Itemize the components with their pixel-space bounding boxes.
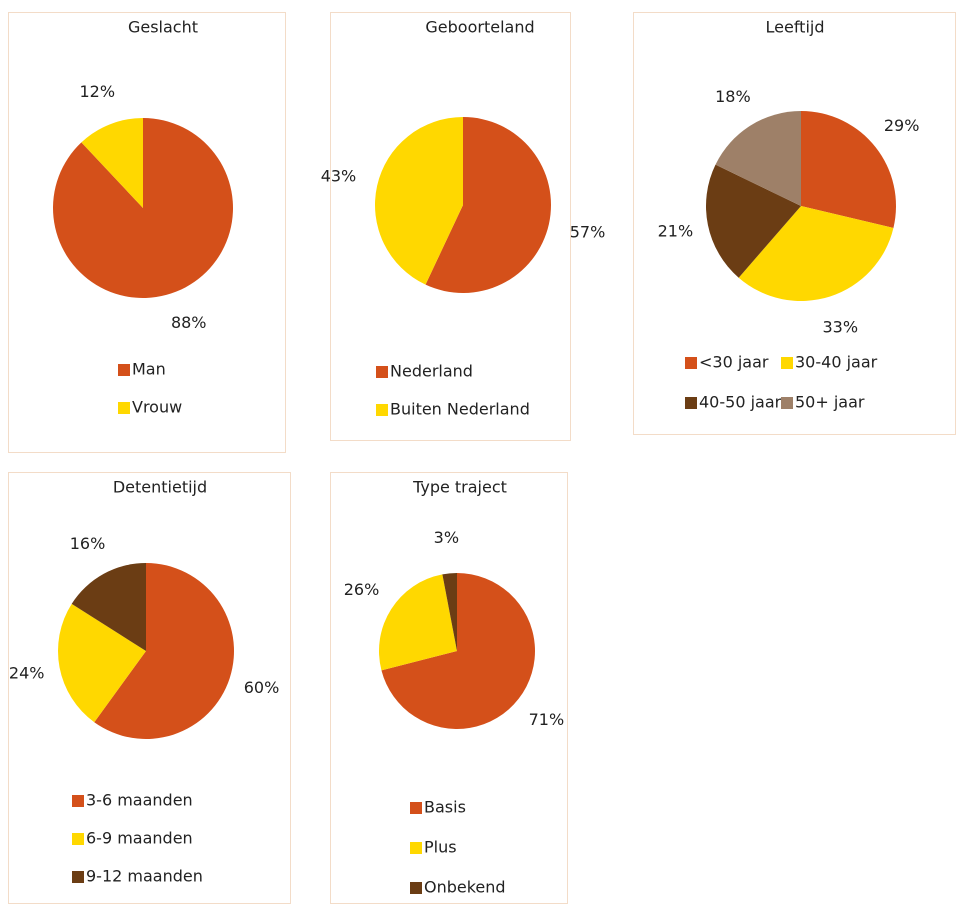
legend-label: Nederland	[390, 362, 473, 381]
legend-label: 50+ jaar	[795, 393, 865, 412]
pie-slice	[375, 117, 463, 285]
chart-title: Leeftijd	[766, 18, 825, 37]
legend-swatch	[72, 795, 84, 807]
legend-swatch	[72, 833, 84, 845]
chart-title: Geboorteland	[425, 18, 534, 37]
legend-swatch	[376, 404, 388, 416]
panel	[330, 12, 571, 441]
legend-swatch	[781, 397, 793, 409]
pie-slice	[57, 603, 147, 723]
pie-slice	[706, 164, 801, 278]
legend-swatch	[72, 871, 84, 883]
pie-slice	[425, 117, 552, 293]
legend-label: 3-6 maanden	[86, 791, 193, 810]
pie-slice	[442, 573, 457, 651]
data-label: 16%	[70, 534, 106, 553]
legend-swatch	[376, 366, 388, 378]
legend-swatch	[781, 357, 793, 369]
legend-swatch	[685, 357, 697, 369]
pie-slice	[715, 111, 801, 206]
chart-title: Detentietijd	[113, 478, 207, 497]
legend-label: Onbekend	[424, 878, 506, 897]
pie-slice	[738, 206, 894, 302]
panel	[8, 12, 286, 453]
legend-swatch	[410, 882, 422, 894]
data-label: 24%	[9, 663, 45, 682]
data-label: 26%	[344, 580, 380, 599]
chart-title: Type traject	[412, 478, 507, 497]
data-label: 71%	[529, 710, 565, 729]
legend-swatch	[685, 397, 697, 409]
legend-label: <30 jaar	[699, 353, 769, 372]
chart-title: Geslacht	[128, 18, 198, 37]
legend-label: Plus	[424, 838, 457, 857]
legend-label: 9-12 maanden	[86, 867, 203, 886]
pie-slice	[801, 111, 897, 228]
data-label: 29%	[884, 116, 920, 135]
legend-label: Buiten Nederland	[390, 400, 530, 419]
pie-slice	[53, 118, 234, 298]
legend-label: Basis	[424, 798, 466, 817]
pie-slice	[81, 117, 143, 208]
pie-slice	[378, 574, 457, 671]
data-label: 3%	[434, 528, 459, 547]
legend-label: 30-40 jaar	[795, 353, 878, 372]
data-label: 33%	[822, 318, 858, 337]
data-label: 60%	[244, 678, 280, 697]
legend-label: Man	[132, 360, 166, 379]
legend-swatch	[118, 364, 130, 376]
legend-swatch	[118, 402, 130, 414]
pie-slice	[381, 573, 535, 729]
legend-swatch	[410, 842, 422, 854]
legend-label: Vrouw	[132, 398, 182, 417]
data-label: 18%	[715, 87, 751, 106]
legend-label: 40-50 jaar	[699, 393, 782, 412]
legend-swatch	[410, 802, 422, 814]
data-label: 21%	[658, 221, 694, 240]
pie-slice	[71, 563, 146, 651]
data-label: 12%	[79, 82, 115, 101]
legend-label: 6-9 maanden	[86, 829, 193, 848]
data-label: 57%	[570, 222, 606, 241]
data-label: 43%	[321, 167, 357, 186]
pie-slice	[94, 563, 235, 739]
data-label: 88%	[171, 313, 207, 332]
